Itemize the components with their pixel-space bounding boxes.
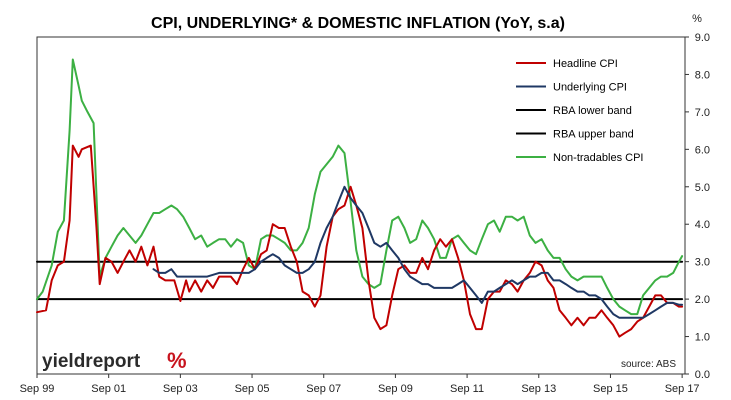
x-tick-label: Sep 09: [378, 383, 413, 395]
y-tick-label: 7.0: [695, 107, 710, 119]
x-tick-label: Sep 11: [450, 383, 484, 395]
brand-logo: yieldreport %: [42, 348, 187, 373]
legend-label: Non-tradables CPI: [553, 152, 644, 164]
legend-label: Underlying CPI: [553, 82, 627, 94]
y-tick-label: 1.0: [695, 332, 710, 344]
source-note: source: ABS: [621, 359, 676, 370]
y-axis: 0.0 1.0 2.0 3.0 4.0 5.0 6.0 7.0 8.0 9.0: [685, 32, 710, 381]
x-tick-label: Sep 05: [235, 383, 270, 395]
y-tick-label: 4.0: [695, 219, 710, 231]
legend-label: RBA upper band: [553, 129, 634, 141]
y-tick-label: 5.0: [695, 182, 710, 194]
x-axis: Sep 99 Sep 01 Sep 03 Sep 05 Sep 07 Sep 09 Sep …: [20, 374, 700, 395]
chart-title: CPI, UNDERLYING* & DOMESTIC INFLATION (Y…: [151, 15, 565, 32]
brand-name: yieldreport: [42, 351, 141, 372]
x-tick-label: Sep 17: [665, 383, 700, 395]
series-line-headline-cpi: [36, 144, 684, 338]
legend-label: RBA lower band: [553, 105, 632, 117]
y-tick-label: 8.0: [695, 69, 710, 81]
y-tick-label: 6.0: [695, 144, 710, 156]
x-tick-label: Sep 03: [163, 383, 198, 395]
y-tick-label: 2.0: [695, 294, 710, 306]
plot-frame: [36, 36, 686, 375]
series-group: [36, 58, 684, 338]
y-axis-unit: %: [692, 13, 702, 25]
x-tick-label: Sep 15: [593, 383, 628, 395]
y-tick-label: 0.0: [695, 369, 710, 381]
series-line-non-tradables-cpi: [36, 58, 684, 316]
legend-label: Headline CPI: [553, 58, 618, 70]
brand-symbol: %: [167, 348, 187, 373]
x-tick-label: Sep 01: [91, 383, 126, 395]
y-tick-label: 3.0: [695, 257, 710, 269]
x-tick-label: Sep 13: [521, 383, 556, 395]
series-line-underlying-cpi: [152, 185, 684, 319]
legend: Headline CPI Underlying CPI RBA lower band…: [516, 58, 644, 164]
x-tick-label: Sep 07: [306, 383, 341, 395]
y-tick-label: 9.0: [695, 32, 710, 44]
x-tick-label: Sep 99: [20, 383, 55, 395]
